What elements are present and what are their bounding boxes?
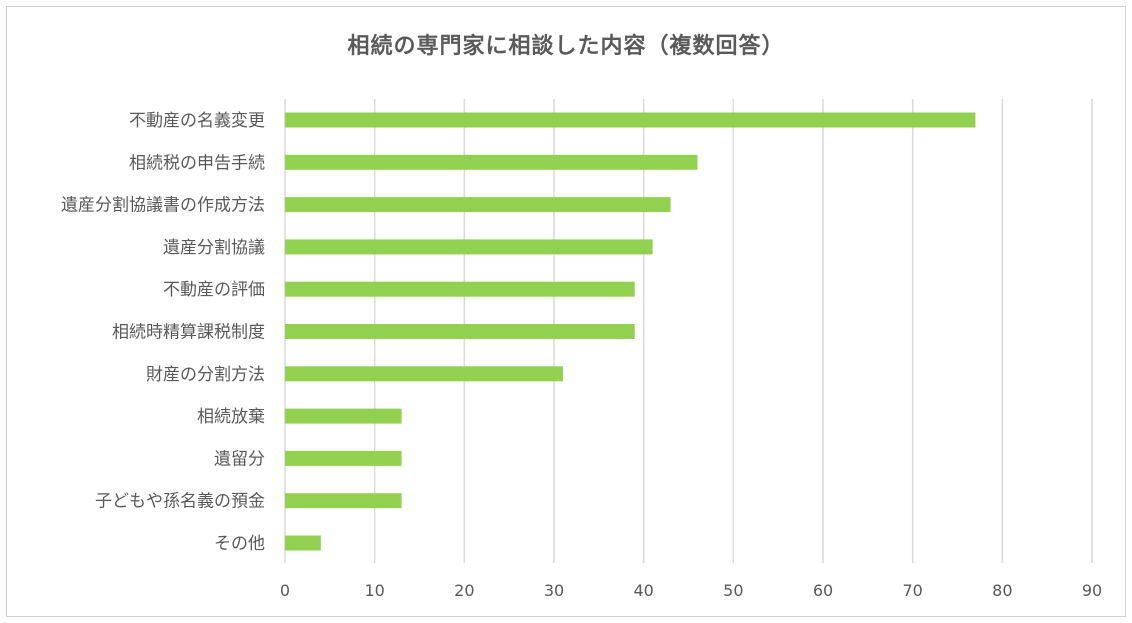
bar <box>285 324 635 339</box>
x-tick-label: 20 <box>454 581 474 600</box>
bar <box>285 239 653 255</box>
bar <box>285 493 402 509</box>
category-label: 相続時精算課税制度 <box>112 323 265 343</box>
bar <box>285 450 402 466</box>
category-label: 遺留分 <box>214 449 265 469</box>
bar <box>285 197 671 213</box>
x-tick-label: 10 <box>364 581 384 600</box>
category-label: 相続税の申告手続 <box>129 153 265 173</box>
chart-title: 相続の専門家に相談した内容（複数回答） <box>347 34 785 59</box>
chart-frame <box>6 6 1126 617</box>
bar <box>285 281 635 297</box>
bar <box>285 366 563 382</box>
bar <box>285 408 402 424</box>
x-tick-label: 60 <box>813 581 833 600</box>
x-tick-label: 50 <box>723 581 743 600</box>
category-label: その他 <box>214 534 265 554</box>
x-tick-label: 40 <box>633 581 653 600</box>
x-tick-label: 80 <box>992 581 1012 600</box>
category-label: 遺産分割協議 <box>163 238 265 258</box>
x-tick-label: 70 <box>902 581 922 600</box>
category-label: 不動産の名義変更 <box>129 111 265 131</box>
category-label: 不動産の評価 <box>163 280 265 300</box>
x-tick-label: 30 <box>544 581 564 600</box>
category-label: 子どもや孫名義の預金 <box>95 492 265 512</box>
x-tick-label: 0 <box>280 581 290 600</box>
category-label: 遺産分割協議書の作成方法 <box>61 196 265 216</box>
category-label: 相続放棄 <box>197 407 265 427</box>
x-tick-label: 90 <box>1082 581 1102 600</box>
bar <box>285 535 321 551</box>
bar <box>285 154 698 170</box>
category-label: 財産の分割方法 <box>146 365 265 385</box>
bar <box>285 112 976 128</box>
